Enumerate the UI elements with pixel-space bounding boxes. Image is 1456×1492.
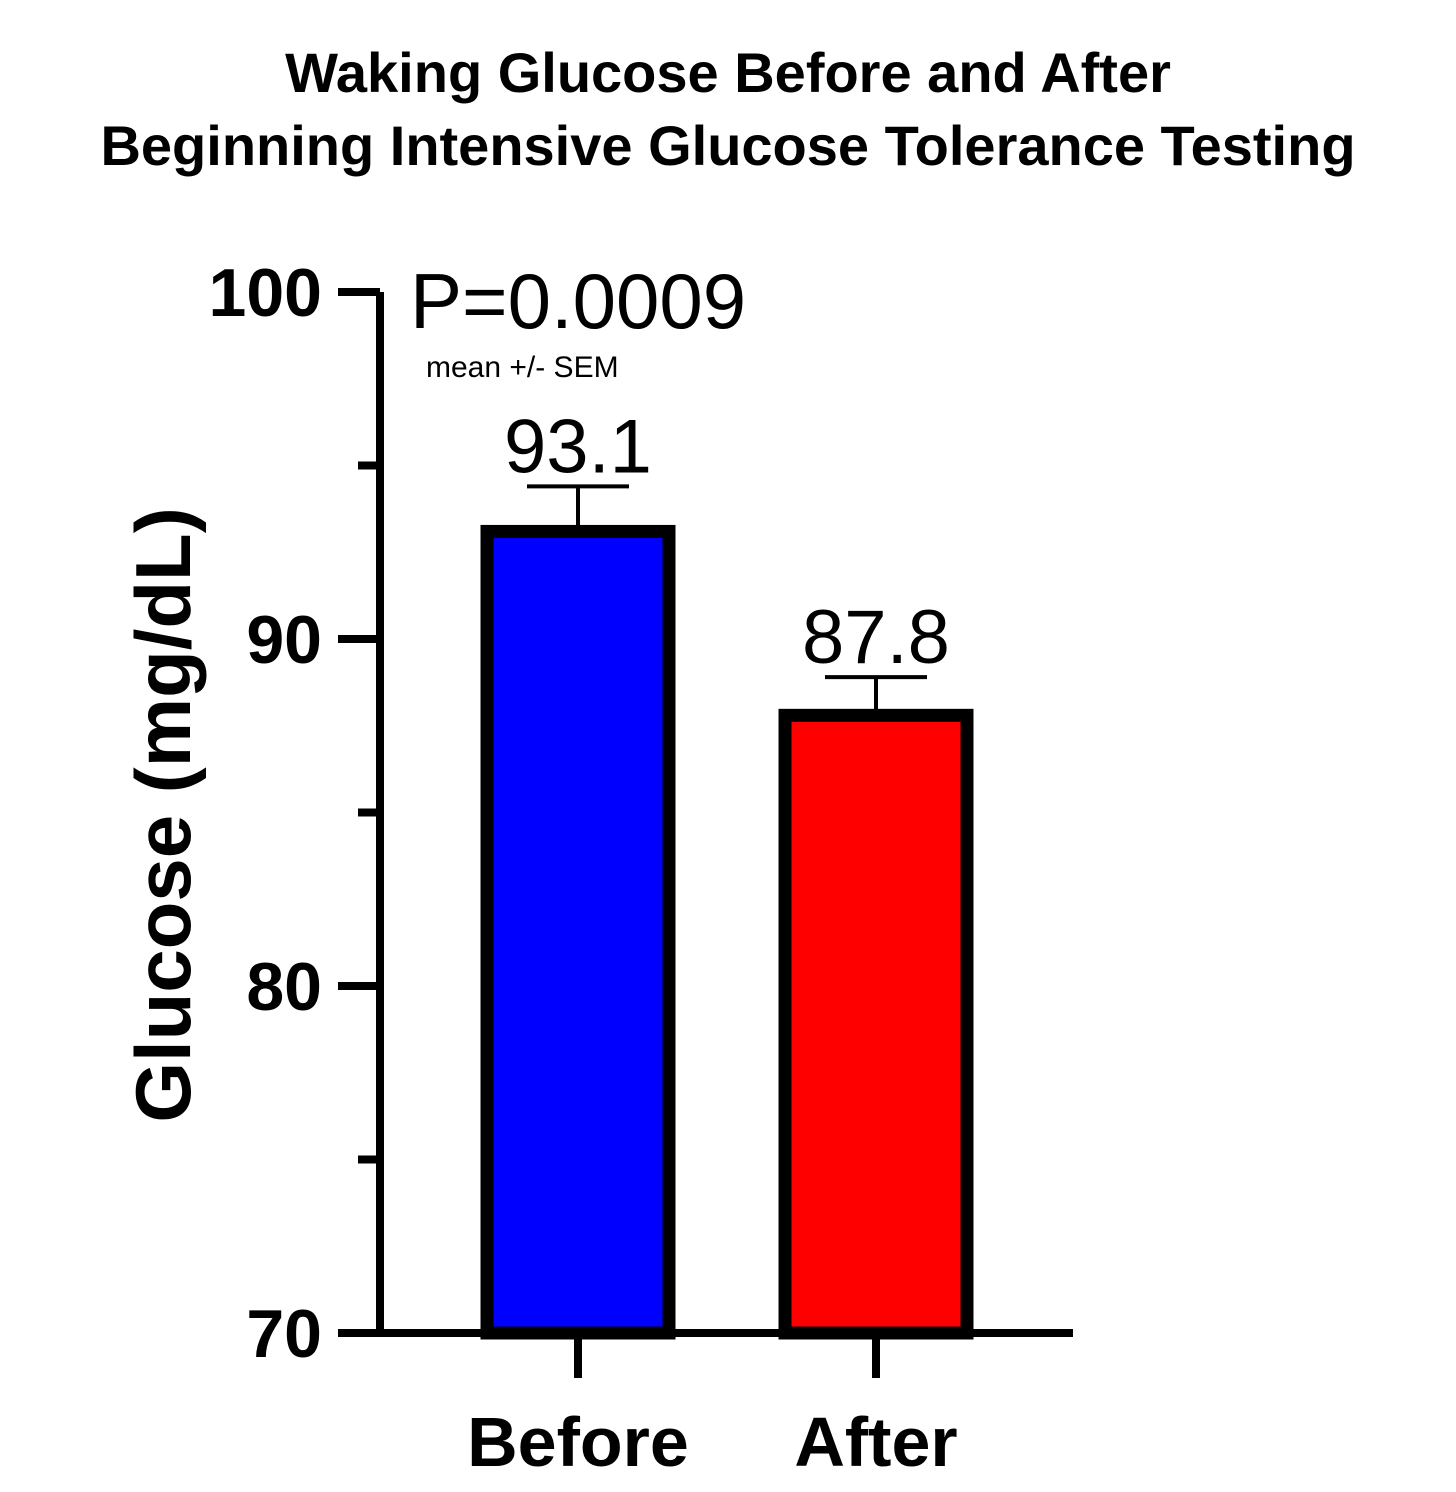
bar-before [480, 524, 676, 1340]
category-label-after: After [794, 1403, 957, 1481]
bar-after [778, 708, 974, 1340]
y-tick-label-90: 90 [246, 602, 322, 678]
chart-title-line-2: Beginning Intensive Glucose Tolerance Te… [100, 114, 1355, 177]
mean-sem-note: mean +/- SEM [426, 351, 619, 384]
y-axis-label: Glucose (mg/dL) [119, 507, 207, 1122]
p-value-annotation: P=0.0009 [410, 257, 746, 345]
chart-marks: 93.1 Before 87.8 After 70 80 90 100 [209, 255, 1073, 1481]
category-label-before: Before [467, 1403, 689, 1481]
value-label-before: 93.1 [504, 404, 652, 489]
y-tick-label-80: 80 [246, 949, 322, 1025]
y-tick-label-100: 100 [209, 255, 322, 331]
y-tick-label-70: 70 [246, 1296, 322, 1372]
chart-title-line-1: Waking Glucose Before and After [285, 41, 1171, 104]
value-label-after: 87.8 [802, 595, 950, 680]
chart-title: Waking Glucose Before and After Beginnin… [100, 41, 1355, 177]
